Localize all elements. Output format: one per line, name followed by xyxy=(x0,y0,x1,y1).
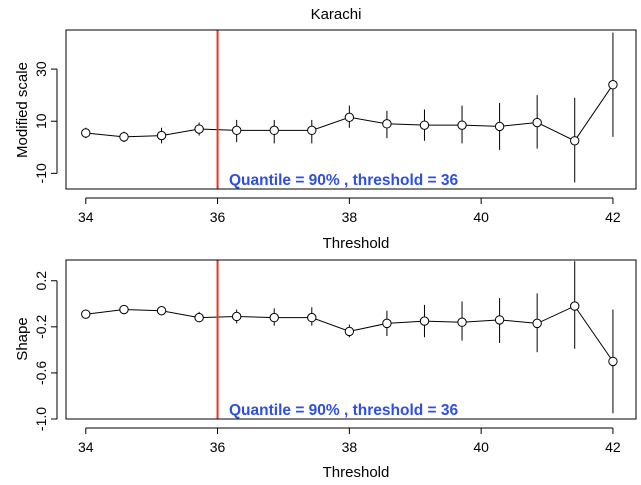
data-point xyxy=(344,112,355,123)
y-axis: -10 10 30 xyxy=(33,61,58,183)
x-axis-label: Threshold xyxy=(323,235,390,252)
data-point xyxy=(119,132,129,142)
data-point xyxy=(494,121,505,132)
data-point xyxy=(269,125,279,136)
x-tick-label: 36 xyxy=(210,209,226,225)
data-point xyxy=(419,316,430,326)
quantile-annotation: Quantile = 90% , threshold = 36 xyxy=(229,402,459,419)
plot-frame xyxy=(65,29,637,190)
y-tick-label: -0.2 xyxy=(33,315,49,339)
data-point xyxy=(570,301,580,311)
data-point xyxy=(269,312,279,323)
data-point xyxy=(608,80,618,90)
series-scale xyxy=(81,32,618,183)
x-axis-label: Threshold xyxy=(323,464,390,481)
data-point xyxy=(119,304,129,315)
x-tick-label: 36 xyxy=(210,439,226,455)
panel-scale: Karachi 34 36 38 40 42 -10 10 30 Threshold Mod… xyxy=(14,6,637,252)
data-point xyxy=(382,119,392,129)
x-tick-label: 34 xyxy=(78,209,94,225)
x-axis: 34 36 38 40 42 xyxy=(78,197,621,225)
x-tick-label: 42 xyxy=(605,439,621,455)
x-tick-label: 40 xyxy=(473,439,489,455)
data-point xyxy=(307,125,317,136)
plot-frame xyxy=(65,259,637,420)
y-tick-label: -0.6 xyxy=(33,361,49,385)
x-tick-label: 40 xyxy=(473,209,489,225)
data-point xyxy=(194,312,204,323)
data-point xyxy=(81,309,91,319)
chart-title: Karachi xyxy=(311,6,362,23)
data-point xyxy=(532,117,542,128)
data-point xyxy=(344,326,355,337)
x-tick-label: 38 xyxy=(342,439,358,455)
data-point xyxy=(307,312,317,323)
x-tick-label: 38 xyxy=(342,209,358,225)
data-point xyxy=(156,305,167,316)
data-point xyxy=(81,128,91,138)
data-point xyxy=(231,311,242,322)
x-tick-label: 34 xyxy=(78,439,94,455)
data-point xyxy=(608,356,618,367)
y-axis-label: Modified scale xyxy=(14,62,31,158)
y-axis-label: Shape xyxy=(14,317,31,360)
data-point xyxy=(570,136,580,146)
y-tick-label: -10 xyxy=(33,163,49,183)
y-tick-label: 10 xyxy=(33,113,49,129)
data-point xyxy=(457,120,467,130)
quantile-annotation: Quantile = 90% , threshold = 36 xyxy=(229,172,459,189)
data-point xyxy=(419,120,430,130)
data-point xyxy=(494,315,505,325)
y-axis: -1.0 -0.6 -0.2 0.2 xyxy=(33,271,58,431)
x-tick-label: 42 xyxy=(605,209,621,225)
y-tick-label: 0.2 xyxy=(33,271,49,291)
data-point xyxy=(194,124,204,134)
data-point xyxy=(532,318,542,329)
y-tick-label: 30 xyxy=(33,61,49,77)
series-shape xyxy=(81,261,618,414)
x-axis: 34 36 38 40 42 xyxy=(78,427,621,455)
data-point xyxy=(382,318,392,329)
y-tick-label: -1.0 xyxy=(33,407,49,431)
data-point xyxy=(156,130,167,141)
data-point xyxy=(457,317,467,327)
data-point xyxy=(231,125,242,136)
panel-shape: 34 36 38 40 42 -1.0 -0.6 -0.2 0.2 Threshold Sha… xyxy=(14,259,637,481)
